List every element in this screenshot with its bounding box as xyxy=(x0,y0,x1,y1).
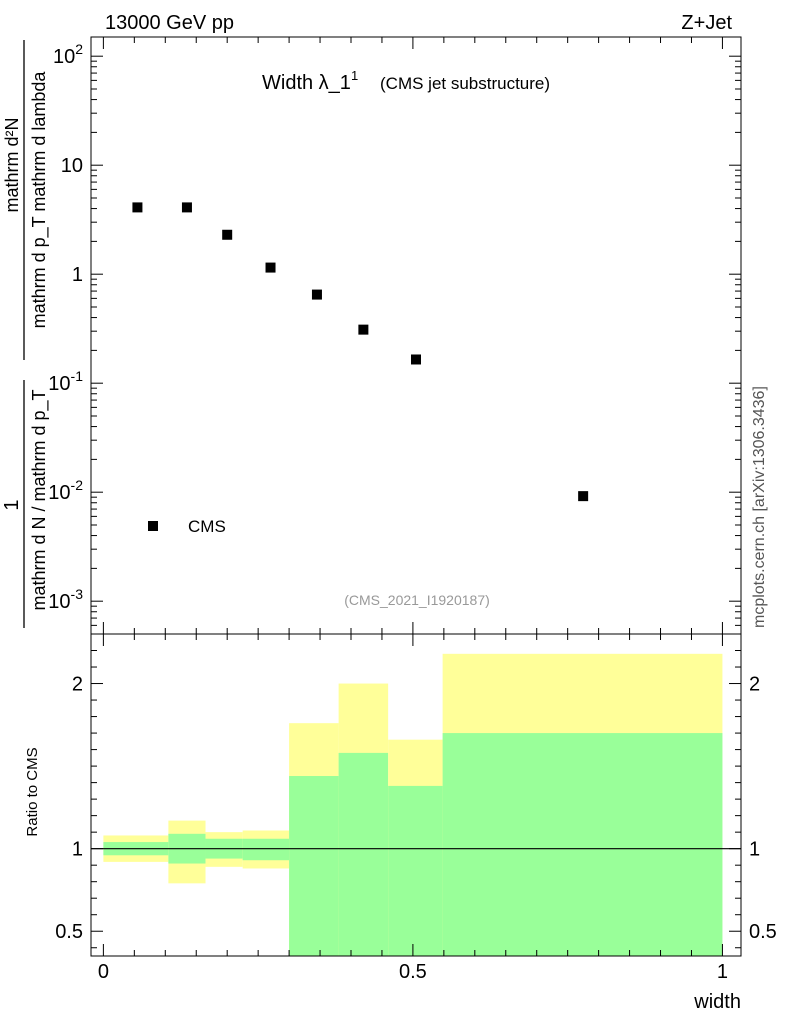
ratio-axis-ticks: 0.5 0.5 1 1 2 2 0 0.5 1 xyxy=(55,634,777,983)
ratio-bands xyxy=(91,653,741,956)
main-ytick-label: 10 xyxy=(61,155,83,177)
main-watermark: (CMS_2021_I1920187) xyxy=(344,592,490,608)
ylabel-prefix-numerator: 1 xyxy=(1,499,23,510)
cms-data-point xyxy=(222,229,233,240)
ratio-ytick-label-left: 2 xyxy=(72,674,83,696)
main-title-sup: 1 xyxy=(351,68,358,83)
main-ylabel: 1 mathrm d N / mathrm d p_T mathrm d²N m… xyxy=(1,40,50,628)
ratio-ytick-label-right: 0.5 xyxy=(749,921,777,943)
legend-marker-cms xyxy=(148,521,158,531)
cms-data-point xyxy=(411,354,421,365)
ratio-frame xyxy=(90,633,742,957)
legend-label-cms: CMS xyxy=(188,517,226,536)
main-frame xyxy=(90,36,742,635)
ratio-ytick-label-left: 0.5 xyxy=(55,921,83,943)
ratio-band-green xyxy=(242,838,290,861)
cms-data-point xyxy=(358,324,369,335)
main-axis-ticks: 10-3 10-2 10-1 1 10 102 xyxy=(48,37,741,634)
ratio-panel: 0.5 0.5 1 1 2 2 0 0.5 1 Ratio to CMS width xyxy=(24,633,777,1013)
main-title-text: Width λ_1 xyxy=(262,72,351,94)
header-left: 13000 GeV pp xyxy=(105,12,234,34)
ratio-xtick-label: 1 xyxy=(717,961,728,983)
ratio-band-green xyxy=(338,752,389,956)
side-label: mcplots.cern.ch [arXiv:1306.3436] xyxy=(751,386,768,628)
main-data-points xyxy=(132,202,589,502)
ratio-ylabel: Ratio to CMS xyxy=(24,747,41,836)
cms-data-point xyxy=(132,202,143,213)
ratio-xtick-label: 0 xyxy=(98,961,109,983)
ylabel-denominator: mathrm d p_T mathrm d lambda xyxy=(29,71,50,329)
ratio-band-green xyxy=(289,776,339,956)
cms-data-point xyxy=(265,262,276,273)
cms-data-point xyxy=(578,491,589,502)
main-ytick-label: 10-1 xyxy=(48,368,83,395)
main-title: Width λ_11 xyxy=(262,68,358,94)
header-right: Z+Jet xyxy=(681,12,732,34)
main-ytick-label: 10-3 xyxy=(48,586,83,613)
main-ytick-label: 10-2 xyxy=(48,477,83,504)
cms-data-point xyxy=(181,202,192,213)
main-subtitle: (CMS jet substructure) xyxy=(380,74,550,93)
ratio-ytick-label-right: 2 xyxy=(749,674,760,696)
ylabel-numerator: mathrm d²N xyxy=(2,117,22,212)
ratio-ytick-label-left: 1 xyxy=(72,839,83,861)
ratio-band-green xyxy=(388,785,443,956)
cms-data-point xyxy=(311,289,322,300)
ratio-xlabel: width xyxy=(693,991,741,1013)
ratio-xtick-label: 0.5 xyxy=(399,961,427,983)
ratio-band-green xyxy=(442,733,723,956)
main-ytick-label: 1 xyxy=(72,264,83,286)
ratio-ytick-label-right: 1 xyxy=(749,839,760,861)
main-ytick-label: 102 xyxy=(53,41,83,68)
ylabel-prefix-denominator: mathrm d N / mathrm d p_T xyxy=(29,389,50,610)
